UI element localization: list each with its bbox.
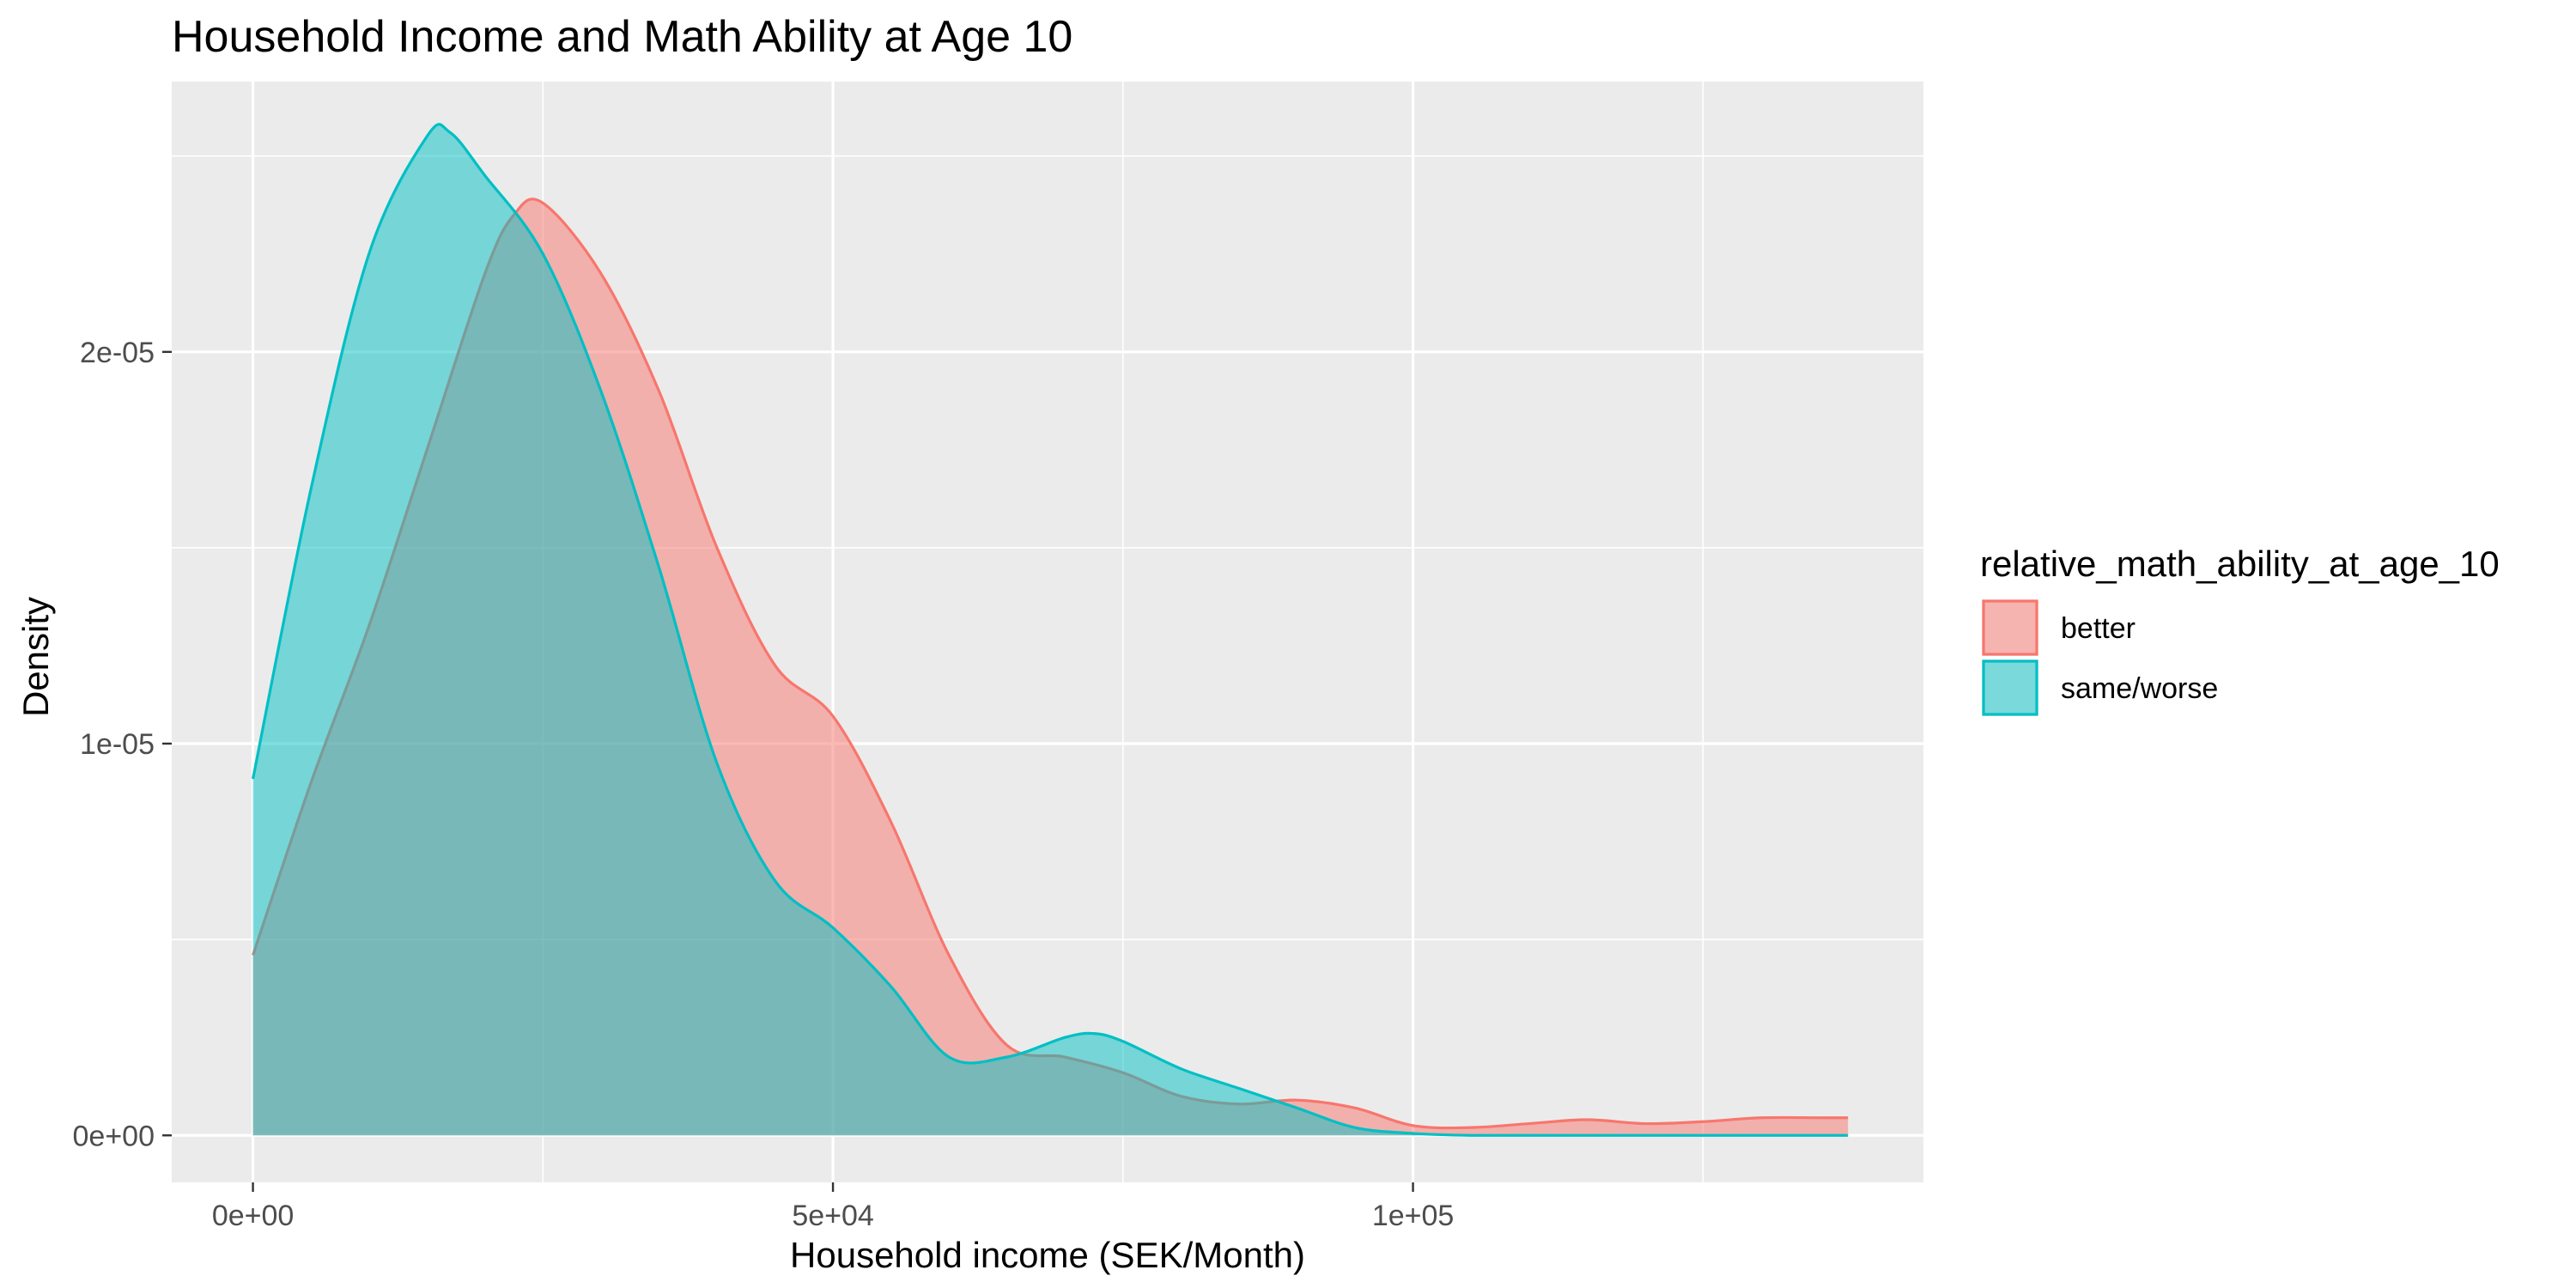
x-tick-label: 1e+05	[1372, 1200, 1455, 1232]
density-area-same-worse	[252, 124, 1849, 1136]
legend-title: relative_math_ability_at_age_10	[1980, 544, 2500, 584]
x-tick-label: 0e+00	[212, 1200, 295, 1232]
legend-key-better	[1982, 599, 2038, 656]
chart-title: Household Income and Math Ability at Age…	[172, 12, 1072, 62]
y-tick-label: 1e-05	[80, 728, 155, 761]
legend: relative_math_ability_at_age_10 better sa…	[1980, 544, 2500, 716]
axes: 0e+00 5e+04 1e+05 0e+00 1e-05 2e-05	[73, 337, 1455, 1232]
density-series	[252, 123, 1849, 1137]
y-axis-title: Density	[15, 597, 56, 717]
x-axis-title: Household income (SEK/Month)	[790, 1235, 1305, 1275]
legend-label-same-worse: same/worse	[2061, 672, 2218, 705]
density-line-same-worse	[252, 123, 1849, 1137]
y-tick-label: 2e-05	[80, 337, 155, 369]
legend-label-better: better	[2061, 612, 2136, 645]
legend-key-same-worse	[1982, 659, 2038, 716]
y-tick-label: 0e+00	[73, 1120, 155, 1152]
x-tick-label: 5e+04	[792, 1200, 874, 1232]
